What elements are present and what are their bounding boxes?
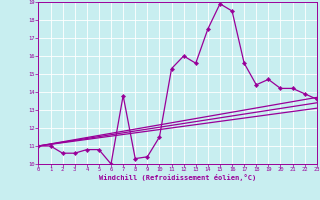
X-axis label: Windchill (Refroidissement éolien,°C): Windchill (Refroidissement éolien,°C) [99, 174, 256, 181]
